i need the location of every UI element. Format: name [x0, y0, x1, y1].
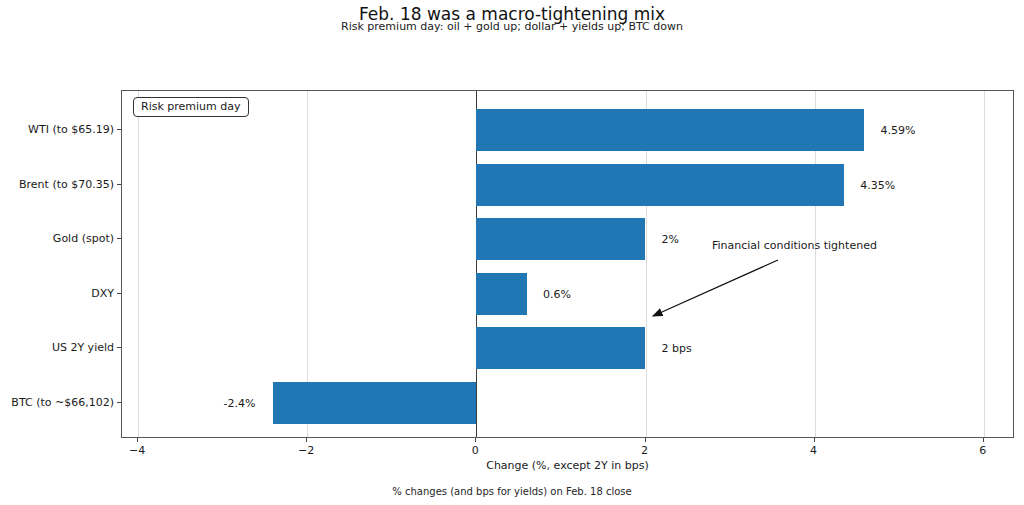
bar-value-label: 4.59%: [881, 124, 916, 137]
x-tick-mark: [306, 438, 307, 442]
bar-1: [476, 109, 864, 151]
x-tick-mark: [983, 438, 984, 442]
x-tick-label: 4: [810, 444, 817, 457]
y-tick-mark: [117, 293, 121, 294]
bar-value-label: 2%: [662, 233, 679, 246]
bar-2: [476, 164, 844, 206]
y-tick-label: DXY: [91, 286, 114, 299]
y-tick-mark: [117, 184, 121, 185]
x-tick-mark: [814, 438, 815, 442]
y-tick-label: Gold (spot): [53, 232, 114, 245]
bar-value-label: -2.4%: [223, 397, 255, 410]
y-tick-label: Brent (to $70.35): [19, 177, 114, 190]
bar-value-label: 0.6%: [543, 287, 571, 300]
x-tick-mark: [475, 438, 476, 442]
x-tick-label: −2: [298, 444, 314, 457]
x-tick-label: 6: [979, 444, 986, 457]
y-tick-mark: [117, 238, 121, 239]
x-axis-label: Change (%, except 2Y in bps): [121, 459, 1014, 472]
gridline-6: [984, 91, 985, 437]
x-tick-label: −4: [129, 444, 145, 457]
bar-5: [476, 327, 645, 369]
gridline--4: [138, 91, 139, 437]
y-tick-mark: [117, 129, 121, 130]
plot-area: 4.59% 4.35% 2% 0.6% 2 bps -2.4% Financial con…: [121, 90, 1014, 438]
x-tick-label: 2: [641, 444, 648, 457]
x-tick-mark: [137, 438, 138, 442]
legend-box: Risk premium day: [133, 97, 249, 117]
annotation-text: Financial conditions tightened: [712, 239, 877, 252]
bar-value-label: 2 bps: [662, 342, 692, 355]
bar-6: [273, 382, 476, 424]
bar-3: [476, 218, 645, 260]
y-tick-label: US 2Y yield: [52, 341, 114, 354]
y-tick-label: BTC (to ~$66,102): [11, 396, 114, 409]
y-tick-label: WTI (to $65.19): [28, 123, 114, 136]
footnote: % changes (and bps for yields) on Feb. 1…: [0, 486, 1024, 497]
chart-subtitle: Risk premium day: oil + gold up; dollar …: [0, 20, 1024, 33]
bar-4: [476, 273, 527, 315]
figure: Feb. 18 was a macro-tightening mix Risk …: [0, 0, 1024, 505]
x-tick-mark: [645, 438, 646, 442]
bar-value-label: 4.35%: [860, 178, 895, 191]
y-tick-mark: [117, 347, 121, 348]
y-tick-mark: [117, 402, 121, 403]
legend-label: Risk premium day: [141, 100, 241, 113]
x-tick-label: 0: [472, 444, 479, 457]
